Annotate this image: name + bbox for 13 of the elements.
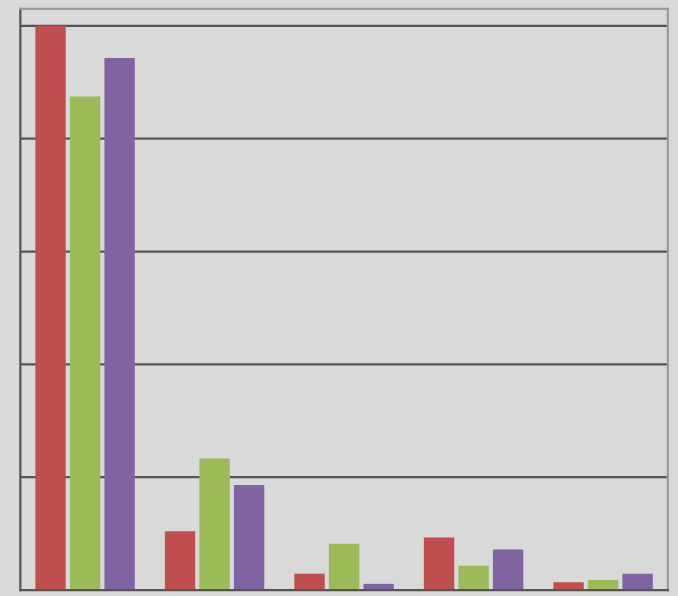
bar: [622, 573, 653, 591]
bar: [69, 96, 101, 591]
bar: [199, 458, 230, 591]
bar: [458, 565, 489, 591]
bar: [104, 58, 135, 591]
bar: [553, 582, 584, 591]
bar: [294, 573, 325, 591]
bar: [233, 485, 265, 591]
bar: [35, 25, 66, 591]
bar: [164, 531, 196, 591]
bar: [423, 537, 455, 591]
bar: [492, 549, 524, 591]
bar: [328, 543, 360, 591]
